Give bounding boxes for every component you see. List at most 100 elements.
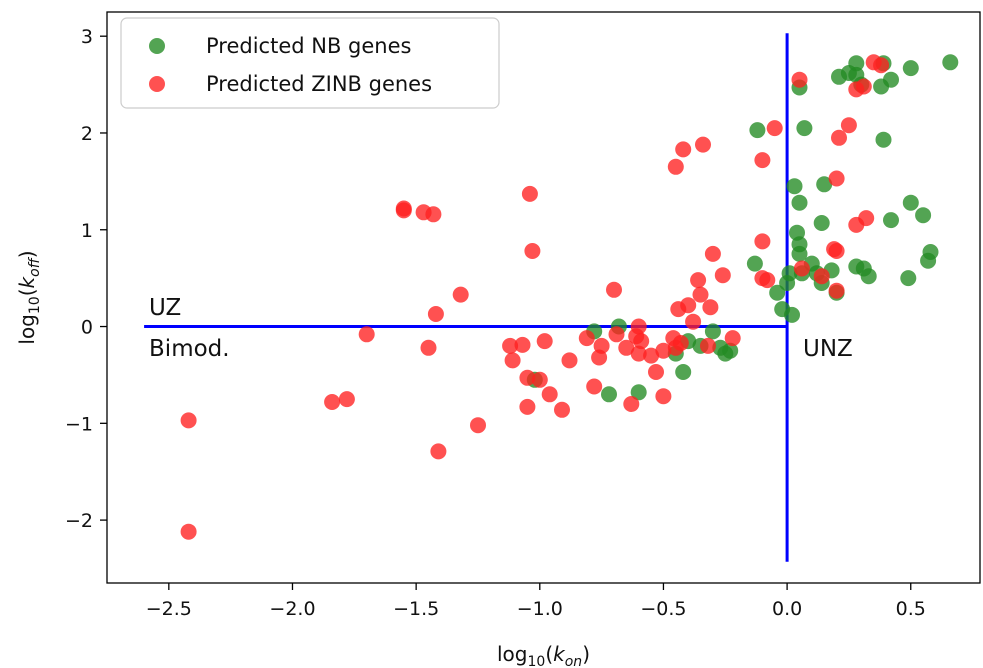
nb-gene-point: [786, 178, 803, 195]
zinb-gene-point: [514, 336, 531, 353]
zinb-gene-point: [655, 388, 672, 405]
zinb-gene-point: [840, 117, 857, 134]
zinb-gene-point: [828, 170, 845, 187]
x-tick-label: 0.0: [772, 598, 802, 620]
zinb-gene-point: [593, 337, 610, 354]
nb-gene-point: [883, 71, 899, 88]
y-axis-label-sub: 10: [27, 296, 43, 314]
zinb-gene-point: [667, 158, 684, 175]
zinb-gene-point: [519, 398, 536, 415]
x-tick-label: −0.5: [640, 598, 686, 620]
y-tick-label: −2: [65, 510, 93, 532]
x-tick-label: −2.0: [269, 598, 315, 620]
y-axis-ticks: −2 −1 0 1 2 3: [65, 26, 107, 532]
nb-gene-point: [902, 194, 919, 211]
nb-gene-point: [675, 364, 692, 380]
zinb-gene-point: [504, 352, 521, 369]
x-axis-label-sub: 10: [528, 654, 546, 668]
y-axis-label-var: k: [15, 275, 39, 288]
y-tick-label: 3: [81, 26, 93, 48]
zinb-gene-point: [643, 347, 660, 364]
nb-gene-point: [900, 270, 917, 287]
zinb-gene-point: [618, 339, 635, 356]
legend-box: [120, 17, 500, 109]
y-tick-label: 1: [81, 220, 93, 242]
nb-gene-point: [922, 244, 939, 260]
zinb-gene-point: [695, 136, 711, 153]
y-axis-label: log10(koff): [15, 250, 43, 344]
zinb-gene-point: [633, 333, 650, 350]
zinb-gene-point: [452, 286, 469, 303]
zinb-gene-point: [675, 141, 692, 158]
nb-gene-point: [704, 323, 721, 340]
x-tick-label: −1.5: [393, 598, 439, 620]
nb-gene-point: [915, 207, 932, 224]
x-tick-label: −1.0: [517, 598, 563, 620]
x-axis-label-paren-close: ): [582, 642, 590, 666]
zinb-gene-point: [828, 243, 845, 259]
zinb-gene-point: [519, 369, 536, 386]
annotation-bimod: Bimod.: [149, 336, 230, 362]
zinb-gene-point: [180, 523, 197, 540]
zinb-gene-point: [623, 396, 640, 412]
y-tick-label: 0: [81, 317, 93, 339]
x-tick-label: −2.5: [146, 598, 192, 620]
zinb-gene-point: [759, 272, 776, 289]
zinb-gene-point: [578, 330, 595, 347]
x-tick-label: 0.5: [896, 598, 926, 620]
zinb-gene-point: [680, 297, 697, 314]
zinb-gene-point: [704, 245, 721, 262]
nb-gene-point: [816, 176, 833, 193]
nb-gene-point: [630, 384, 647, 401]
nb-gene-point: [722, 342, 739, 359]
y-tick-label: 2: [81, 123, 93, 145]
x-axis-label-base: log: [497, 642, 528, 666]
legend-label: Predicted ZINB genes: [206, 72, 432, 96]
legend-marker: [149, 38, 165, 54]
zinb-gene-point: [586, 378, 603, 395]
zinb-gene-point: [655, 342, 672, 359]
zinb-gene-point: [813, 268, 830, 285]
nb-gene-point: [848, 55, 865, 72]
y-axis-label-paren-close: ): [15, 250, 39, 258]
y-axis-label-base: log: [15, 314, 39, 345]
nb-gene-point: [784, 306, 800, 323]
nb-gene-point: [902, 60, 919, 77]
annotations: UZ Bimod. UNZ: [149, 295, 853, 362]
nb-gene-point: [601, 386, 617, 403]
zinb-gene-point: [690, 272, 707, 289]
legend-label: Predicted NB genes: [206, 34, 411, 58]
zinb-gene-point: [531, 371, 548, 388]
zinb-gene-point: [766, 120, 783, 137]
nb-gene-point: [875, 131, 892, 148]
y-tick-label: −1: [65, 413, 93, 435]
zinb-gene-point: [358, 326, 375, 343]
zinb-gene-point: [648, 364, 664, 380]
x-axis-label-paren-open: (: [545, 642, 553, 666]
zinb-gene-point: [873, 57, 890, 74]
zinb-gene-point: [692, 286, 709, 303]
zinb-gene-point: [685, 313, 702, 330]
zinb-gene-point: [724, 330, 741, 347]
nb-gene-point: [746, 255, 763, 272]
zinb-gene-point: [828, 282, 845, 299]
zinb-gene-point: [420, 339, 437, 356]
nb-gene-point: [791, 245, 808, 262]
zinb-gene-point: [502, 337, 519, 354]
zinb-gene-point: [521, 185, 538, 202]
zinb-gene-point: [791, 71, 808, 88]
zinb-gene-point: [672, 335, 689, 351]
zinb-gene-point: [606, 281, 622, 298]
nb-gene-point: [791, 194, 808, 211]
zinb-gene-point: [714, 267, 731, 284]
zinb-gene-point: [561, 352, 578, 369]
legend: Predicted NB genes Predicted ZINB genes: [120, 17, 500, 109]
zinb-gene-point: [754, 152, 771, 169]
x-axis-label-var: k: [553, 642, 566, 666]
zinb-gene-point: [180, 412, 197, 429]
zinb-gene-point: [831, 129, 847, 146]
nb-gene-point: [860, 268, 877, 285]
nb-gene-point: [942, 54, 959, 71]
data-points: [180, 54, 959, 540]
